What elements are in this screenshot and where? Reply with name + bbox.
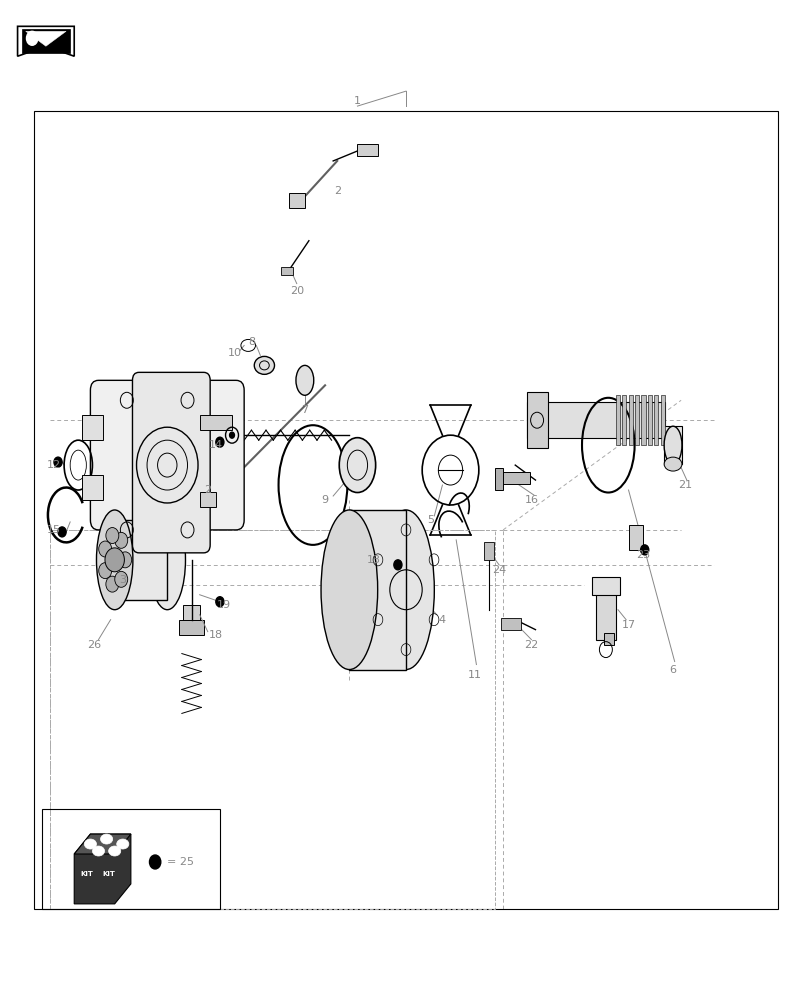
Text: 13: 13	[367, 555, 380, 565]
Text: 20: 20	[290, 286, 303, 296]
Text: 18: 18	[208, 630, 223, 640]
Ellipse shape	[117, 839, 129, 849]
Circle shape	[105, 528, 118, 544]
Bar	[628, 525, 642, 550]
Text: 26: 26	[88, 640, 101, 650]
Circle shape	[105, 548, 124, 572]
Text: 1: 1	[354, 96, 361, 106]
Text: 21: 21	[677, 480, 692, 490]
Text: 3: 3	[119, 575, 127, 585]
Circle shape	[230, 432, 234, 438]
Bar	[288, 193, 304, 208]
Circle shape	[99, 541, 112, 557]
Bar	[615, 395, 619, 445]
Text: 8: 8	[248, 337, 255, 347]
Ellipse shape	[254, 356, 274, 374]
Text: 4: 4	[438, 615, 445, 625]
Ellipse shape	[92, 846, 105, 856]
Text: 6: 6	[669, 665, 676, 675]
Circle shape	[58, 527, 66, 537]
Bar	[281, 267, 292, 275]
Bar	[42, 809, 220, 909]
Bar	[200, 415, 232, 430]
FancyBboxPatch shape	[90, 380, 244, 530]
Circle shape	[640, 545, 648, 555]
Text: 16: 16	[524, 495, 538, 505]
Ellipse shape	[97, 510, 133, 610]
Ellipse shape	[295, 365, 313, 395]
Circle shape	[99, 563, 112, 579]
Bar	[179, 620, 204, 635]
Text: 15: 15	[47, 525, 61, 535]
Polygon shape	[74, 834, 131, 854]
Ellipse shape	[84, 839, 97, 849]
Bar	[641, 395, 645, 445]
Text: 14: 14	[208, 440, 223, 450]
Circle shape	[216, 437, 224, 447]
Text: 19: 19	[217, 600, 230, 610]
Circle shape	[54, 457, 62, 467]
Polygon shape	[74, 834, 131, 904]
FancyBboxPatch shape	[132, 372, 210, 553]
Text: 7: 7	[301, 405, 308, 415]
Bar	[200, 492, 216, 507]
Text: 12: 12	[47, 460, 61, 470]
Bar	[357, 144, 377, 156]
Bar	[591, 577, 620, 595]
Circle shape	[27, 31, 38, 45]
Text: 2: 2	[333, 186, 341, 196]
Bar	[526, 402, 664, 438]
Bar	[50, 530, 495, 909]
Bar	[82, 475, 102, 500]
Text: 24: 24	[491, 565, 505, 575]
Bar	[183, 605, 200, 620]
Ellipse shape	[320, 510, 377, 670]
Text: 2: 2	[204, 485, 211, 495]
Bar	[621, 395, 625, 445]
Text: 11: 11	[467, 670, 481, 680]
Bar	[628, 395, 632, 445]
Bar	[34, 111, 777, 909]
Text: KIT: KIT	[102, 871, 115, 877]
Bar	[82, 415, 102, 440]
Ellipse shape	[149, 510, 185, 610]
Ellipse shape	[109, 846, 121, 856]
Circle shape	[105, 576, 118, 592]
Bar	[526, 392, 547, 448]
Bar	[595, 585, 616, 640]
Bar	[484, 542, 494, 560]
Ellipse shape	[663, 426, 681, 464]
Circle shape	[118, 552, 131, 568]
Ellipse shape	[101, 834, 113, 844]
Circle shape	[114, 532, 127, 548]
Bar	[603, 633, 613, 645]
Bar	[663, 426, 681, 464]
Ellipse shape	[377, 510, 434, 670]
Polygon shape	[22, 29, 70, 53]
Circle shape	[216, 597, 224, 607]
Bar	[114, 520, 167, 600]
Text: 23: 23	[635, 550, 650, 560]
Polygon shape	[26, 31, 66, 46]
Circle shape	[114, 571, 127, 587]
Circle shape	[149, 855, 161, 869]
Text: = 25: = 25	[167, 857, 194, 867]
Bar	[647, 395, 651, 445]
Bar	[660, 395, 664, 445]
Text: 10: 10	[227, 348, 241, 358]
Bar	[654, 395, 658, 445]
Text: 5: 5	[427, 515, 433, 525]
Text: KIT: KIT	[80, 871, 93, 877]
Ellipse shape	[663, 457, 681, 471]
Text: 9: 9	[321, 495, 328, 505]
Bar	[500, 618, 521, 630]
Ellipse shape	[339, 438, 375, 493]
Text: 22: 22	[524, 640, 538, 650]
Circle shape	[393, 560, 401, 570]
Bar	[501, 472, 529, 484]
Bar	[495, 468, 503, 490]
Bar	[349, 510, 406, 670]
Bar	[634, 395, 638, 445]
Text: 17: 17	[620, 620, 635, 630]
